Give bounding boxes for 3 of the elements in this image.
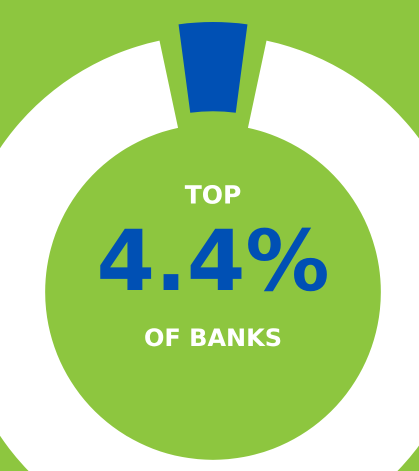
- text: TOP: [184, 180, 242, 210]
- text: OF BANKS: [144, 324, 282, 352]
- text: 4.4%: [96, 212, 330, 310]
